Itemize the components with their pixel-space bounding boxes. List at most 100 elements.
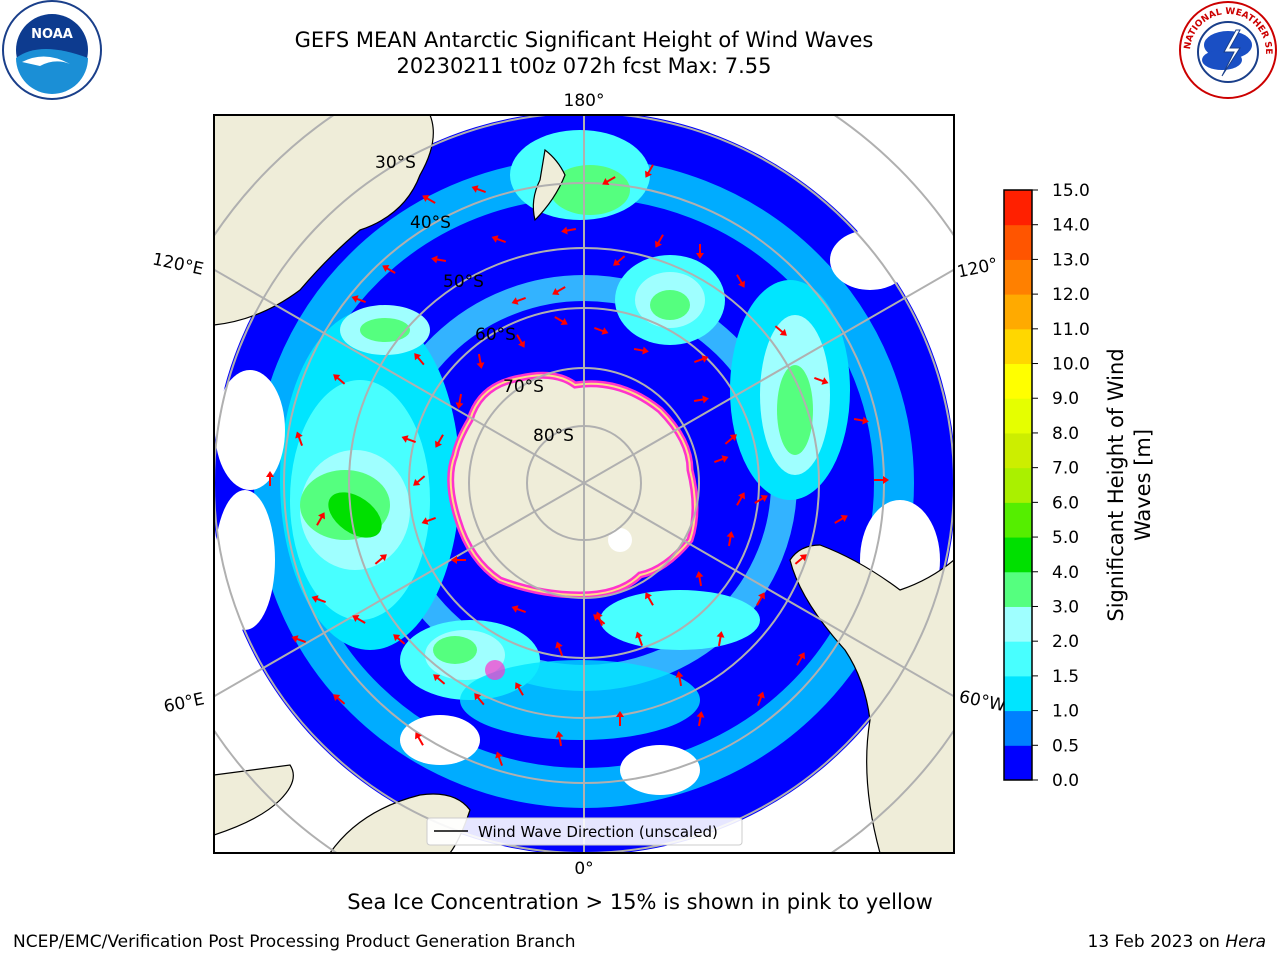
colorbar-segment: [1004, 294, 1032, 330]
colorbar-tick-label: 10.0: [1052, 355, 1090, 375]
wave-direction-arrow: [491, 235, 506, 243]
wave-direction-arrow: [554, 316, 568, 325]
wave-direction-arrow: [696, 711, 705, 727]
colorbar-segment: [1004, 675, 1032, 712]
legend-label: Wind Wave Direction (unscaled): [478, 823, 718, 841]
legend: Wind Wave Direction (unscaled): [426, 817, 743, 846]
wave-direction-arrow: [333, 374, 346, 385]
wave-direction-arrow: [415, 732, 424, 746]
wave-direction-arrow: [593, 614, 606, 625]
colorbar-tick-label: 14.0: [1052, 216, 1090, 236]
lon-label-0: 0°: [574, 859, 593, 879]
colorbar-tick-label: 8.0: [1052, 424, 1079, 444]
wave-direction-arrow: [602, 176, 616, 185]
colorbar-label-line2: Waves [m]: [1131, 429, 1155, 541]
noaa-logo-text: NOAA: [31, 27, 73, 42]
wave-direction-arrow: [736, 274, 745, 288]
wave-direction-arrow: [474, 693, 485, 706]
colorbar-tick-label: 4.0: [1052, 563, 1079, 583]
africa-landmass: [214, 764, 294, 836]
colorbar-tick-label: 13.0: [1052, 250, 1090, 270]
wave-direction-arrow: [757, 691, 765, 706]
colorbar-tick-label: 0.5: [1052, 736, 1079, 756]
wave-direction-arrow: [413, 475, 426, 486]
colorbar-segment: [1004, 571, 1032, 607]
wave-direction-arrow: [645, 592, 654, 606]
colorbar-segment: [1004, 398, 1032, 434]
lat-label-80s: 80°S: [533, 426, 574, 446]
lon-label-180: 180°: [564, 91, 605, 111]
colorbar-tick-label: 7.0: [1052, 459, 1079, 479]
national-weather-service-logo-icon: NATIONAL WEATHER SERVICE: [1178, 0, 1277, 99]
colorbar-label-line1: Significant Height of Wind: [1104, 348, 1128, 621]
footer-credit: NCEP/EMC/Verification Post Processing Pr…: [13, 932, 576, 952]
wave-direction-arrow: [422, 195, 436, 204]
colorbar-segment: [1004, 224, 1032, 260]
wave-direction-arrow: [471, 185, 486, 193]
colorbar-segment: [1004, 190, 1032, 226]
wave-direction-arrow: [555, 641, 563, 656]
colorbar-tick-label: 3.0: [1052, 597, 1079, 617]
map-frame: [213, 114, 955, 854]
wave-direction-arrow: [476, 353, 485, 369]
wave-direction-arrow: [736, 492, 745, 506]
wave-direction-arrow: [716, 631, 725, 647]
wave-direction-arrow: [295, 431, 303, 446]
wave-direction-arrow: [511, 297, 526, 305]
colorbar-segment: [1004, 502, 1032, 538]
colorbar-segment: [1004, 710, 1032, 746]
colorbar-tick-label: 1.5: [1052, 667, 1079, 687]
wave-direction-arrow: [515, 682, 524, 696]
wave-direction-arrow: [613, 255, 626, 266]
lat-label-70s: 70°S: [503, 377, 544, 397]
lon-label-60e: 60°E: [162, 689, 206, 717]
wave-direction-arrow: [594, 327, 609, 335]
wave-direction-arrow: [794, 554, 807, 565]
wave-direction-arrow: [435, 434, 444, 448]
wave-direction-arrow: [552, 286, 566, 295]
graticule: [214, 115, 954, 853]
wave-direction-arrow: [675, 671, 684, 687]
wave-direction-arrow: [393, 634, 406, 645]
noaa-logo-icon: NOAA: [2, 0, 102, 100]
wind-wave-direction-arrows: [266, 164, 889, 766]
wave-direction-arrow: [726, 531, 735, 547]
colorbar-segment: [1004, 641, 1032, 677]
wave-direction-arrow: [696, 244, 704, 259]
footer-date: 13 Feb 2023 on Hera: [1088, 932, 1266, 952]
lon-label-120w: 120°: [956, 254, 1000, 282]
wave-direction-arrow: [333, 694, 346, 705]
footer-date-text: 13 Feb 2023 on: [1087, 932, 1226, 952]
lat-label-50s: 50°S: [443, 272, 484, 292]
wave-direction-arrow: [431, 255, 447, 264]
wave-direction-arrow: [756, 592, 765, 606]
wave-direction-arrow: [266, 471, 274, 486]
wave-direction-arrow: [401, 435, 416, 443]
wave-direction-arrow: [382, 265, 396, 274]
wave-direction-arrow: [796, 652, 805, 666]
colorbar-tick-label: 1.0: [1052, 702, 1079, 722]
wave-direction-arrow: [645, 164, 654, 178]
wave-direction-arrow: [421, 517, 436, 525]
colorbar: 0.0 0.5 1.0 1.5 2.0 3.0 4.0 5.0 6.0 7.0 8.0 9.0 10.0…: [1003, 181, 1090, 791]
chart-title-line1: GEFS MEAN Antarctic Significant Height o…: [294, 28, 874, 52]
colorbar-tick-label: 0.0: [1052, 771, 1079, 791]
sea-ice-caption: Sea Ice Concentration > 15% is shown in …: [347, 890, 933, 914]
wave-direction-arrow: [495, 751, 503, 766]
lat-label-40s: 40°S: [410, 213, 451, 233]
colorbar-tick-label: 9.0: [1052, 389, 1079, 409]
wave-direction-arrow: [714, 455, 729, 463]
colorbar-segment: [1004, 537, 1032, 573]
wave-direction-arrow: [555, 731, 564, 747]
wave-direction-arrow: [633, 346, 649, 355]
wave-direction-arrow: [724, 434, 737, 445]
footer-host: Hera: [1225, 932, 1266, 952]
colorbar-segment: [1004, 432, 1032, 469]
lon-label-120e: 120°E: [151, 249, 206, 279]
colorbar-tick-label: 15.0: [1052, 181, 1090, 201]
wave-direction-arrow: [774, 325, 787, 336]
lat-label-60s: 60°S: [475, 325, 516, 345]
wave-direction-arrow: [291, 635, 306, 643]
wave-direction-arrow: [414, 353, 425, 366]
